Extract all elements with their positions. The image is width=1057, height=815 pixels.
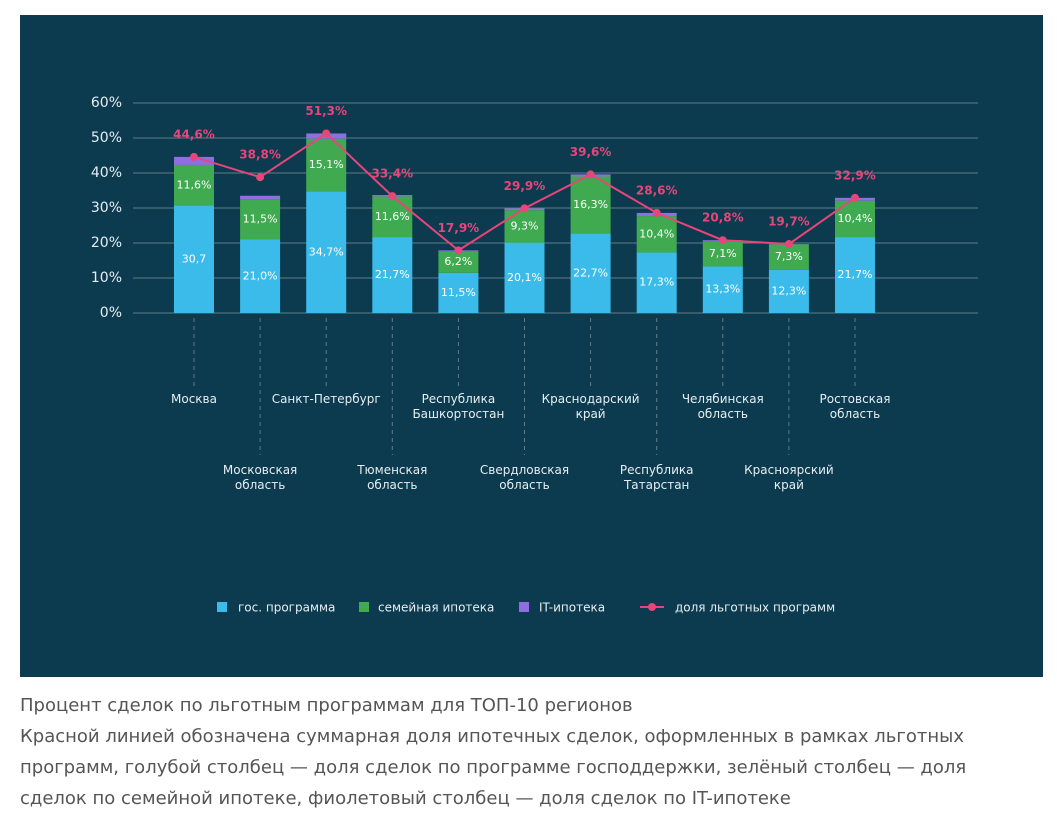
bar-segment: [372, 196, 413, 238]
chart: 0% 10% 20% 30% 40% 50% 60% 30,7 11,6% 21,0% 11,5% 3…: [91, 95, 978, 615]
value-label: 10,4%: [639, 227, 674, 240]
y-tick-label: 20%: [91, 235, 122, 251]
bar-segment: [306, 138, 347, 192]
value-label: 20,8%: [702, 211, 744, 225]
legend-swatch: [519, 602, 529, 612]
value-label: 22,7%: [573, 266, 608, 279]
line-point: [388, 192, 397, 201]
x-tick-label: Ростовская область: [819, 392, 891, 421]
line-point: [256, 173, 265, 182]
x-tick-label: Республика Татарстан: [619, 463, 694, 492]
legend-label: IT-ипотека: [539, 601, 605, 615]
value-label: 39,6%: [570, 145, 612, 159]
y-tick-label: 30%: [91, 200, 122, 216]
caption-title: Процент сделок по льготным программам дл…: [20, 695, 633, 716]
value-label: 17,9%: [438, 221, 480, 235]
y-tick-label: 40%: [91, 165, 122, 181]
bar-segment: [702, 266, 743, 313]
bar-segment: [174, 156, 214, 165]
y-tick-label: 0%: [100, 305, 122, 321]
bar-segment: [570, 176, 611, 234]
value-label: 21,7%: [838, 268, 873, 281]
value-label: 33,4%: [371, 167, 413, 181]
legend-swatch: [359, 602, 369, 612]
y-tick-label: 50%: [91, 130, 122, 146]
value-label: 21,7%: [375, 268, 410, 281]
x-tick-label: Тюменская область: [357, 463, 428, 492]
bar-segment: [504, 210, 545, 243]
bar-segment: [372, 237, 413, 313]
legend-label: гос. программа: [238, 601, 335, 615]
legend-swatch: [648, 603, 656, 611]
x-tick-label: Свердловская область: [479, 463, 570, 492]
value-label: 12,3%: [771, 284, 806, 297]
x-tick-label: Московская область: [222, 463, 298, 492]
value-label: 19,7%: [768, 215, 810, 229]
x-tick-label: Краснодарский край: [541, 392, 640, 421]
value-label: 20,1%: [507, 271, 542, 284]
value-label: 10,4%: [838, 212, 873, 225]
value-label: 32,9%: [834, 168, 876, 182]
bar-segment: [174, 164, 214, 206]
value-label: 16,3%: [573, 198, 608, 211]
value-label: 11,6%: [375, 210, 410, 223]
caption-text: Красной линией обозначена суммарная доля…: [20, 726, 967, 809]
bar-segment: [570, 233, 611, 313]
bar-segment: [835, 237, 875, 313]
value-label: 29,9%: [504, 179, 546, 193]
value-label: 34,7%: [309, 245, 344, 258]
line-point: [322, 129, 331, 138]
bar-segment: [504, 242, 545, 313]
value-label: 15,1%: [309, 158, 344, 171]
legend-label: семейная ипотека: [378, 601, 494, 615]
bar-segment: [768, 244, 809, 270]
line-point: [652, 208, 661, 217]
value-label: 7,3%: [775, 250, 803, 263]
x-tick-label: Красноярский край: [744, 463, 834, 492]
bar-segment: [768, 269, 809, 313]
x-tick-label: Санкт-Петербург: [271, 392, 381, 406]
line-point: [454, 246, 463, 255]
value-label: 28,6%: [636, 183, 678, 197]
line-point: [784, 240, 793, 249]
value-label: 30,7: [182, 252, 207, 265]
line-point: [520, 204, 529, 213]
bar-segment: [174, 205, 214, 313]
bar-segment: [306, 191, 347, 313]
bar-segment: [702, 241, 743, 267]
bar-segment: [240, 239, 281, 313]
value-label: 11,6%: [177, 178, 212, 191]
value-label: 9,3%: [511, 219, 539, 232]
line-point: [190, 152, 198, 161]
line-point: [851, 193, 859, 202]
value-label: 21,0%: [243, 269, 278, 282]
bar-segment: [240, 199, 281, 240]
value-label: 17,3%: [639, 276, 674, 289]
legend-swatch: [217, 602, 227, 612]
caption: Процент сделок по льготным программам дл…: [20, 690, 1020, 814]
value-label: 6,2%: [444, 255, 472, 268]
value-label: 38,8%: [239, 148, 281, 162]
x-tick-label: Республика Башкортостан: [412, 392, 505, 421]
value-label: 44,6%: [173, 127, 215, 141]
chart-panel: [20, 15, 1043, 677]
bar-segment: [636, 216, 677, 253]
bar-segment: [636, 252, 677, 313]
bar-segment: [240, 195, 281, 200]
bar-segment: [438, 251, 479, 273]
legend-label: доля льготных программ: [675, 601, 835, 615]
value-label: 51,3%: [305, 104, 347, 118]
value-label: 7,1%: [709, 247, 737, 260]
bar-segment: [438, 272, 479, 313]
y-tick-label: 60%: [91, 95, 122, 111]
value-label: 11,5%: [243, 212, 278, 225]
value-label: 11,5%: [441, 286, 476, 299]
x-tick-label: Москва: [171, 392, 217, 406]
line-point: [586, 170, 595, 179]
line-point: [718, 236, 727, 245]
value-label: 13,3%: [705, 283, 740, 296]
y-tick-label: 10%: [91, 270, 122, 286]
x-tick-label: Челябинская область: [681, 392, 764, 421]
